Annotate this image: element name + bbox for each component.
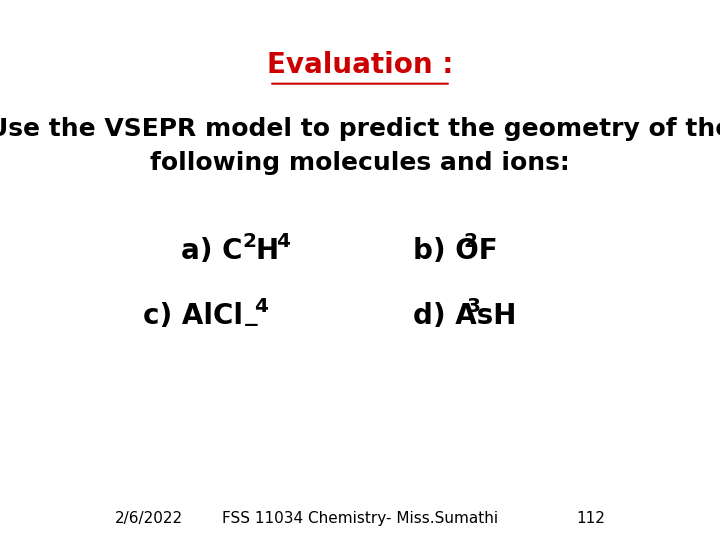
Text: b) OF: b) OF — [413, 237, 498, 265]
Text: 3: 3 — [467, 297, 481, 316]
Text: Evaluation :: Evaluation : — [267, 51, 453, 79]
Text: −: − — [243, 316, 259, 335]
Text: a) C: a) C — [181, 237, 243, 265]
Text: 2/6/2022: 2/6/2022 — [114, 511, 183, 526]
Text: H: H — [256, 237, 279, 265]
Text: 112: 112 — [577, 511, 606, 526]
Text: c) AlCl: c) AlCl — [143, 302, 243, 330]
Text: FSS 11034 Chemistry- Miss.Sumathi: FSS 11034 Chemistry- Miss.Sumathi — [222, 511, 498, 526]
Text: 2: 2 — [463, 232, 477, 251]
Text: d) AsH: d) AsH — [413, 302, 517, 330]
Text: 4: 4 — [276, 232, 289, 251]
Text: 4: 4 — [254, 297, 268, 316]
Text: Use the VSEPR model to predict the geometry of the
following molecules and ions:: Use the VSEPR model to predict the geome… — [0, 117, 720, 174]
Text: 2: 2 — [243, 232, 256, 251]
